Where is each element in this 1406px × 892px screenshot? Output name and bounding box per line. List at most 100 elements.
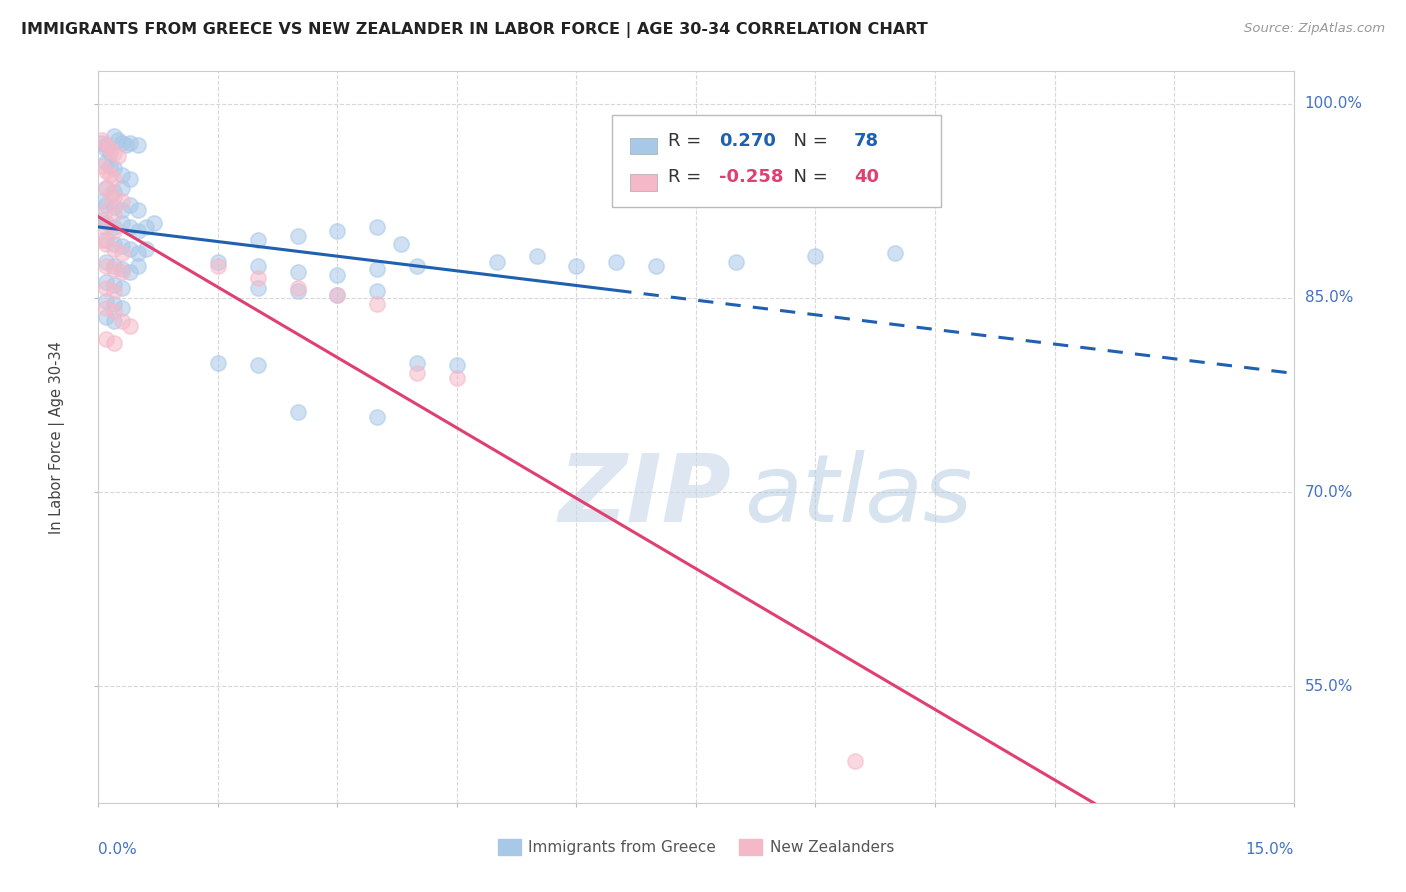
Point	[115, 138, 138, 153]
Point	[246, 259, 269, 273]
Point	[287, 265, 309, 279]
Point	[246, 271, 269, 285]
FancyBboxPatch shape	[630, 138, 657, 154]
Point	[111, 239, 134, 253]
Point	[103, 145, 125, 160]
Point	[91, 133, 114, 147]
Point	[103, 277, 125, 292]
Text: 70.0%: 70.0%	[1305, 484, 1353, 500]
Point	[96, 197, 118, 211]
Point	[96, 254, 118, 268]
Point	[120, 197, 142, 211]
Point	[207, 254, 229, 268]
Point	[103, 285, 125, 299]
Point	[91, 159, 114, 173]
Text: 55.0%: 55.0%	[1305, 679, 1353, 694]
Point	[120, 319, 142, 334]
Point	[98, 187, 122, 202]
Point	[103, 242, 125, 256]
Text: 0.0%: 0.0%	[98, 842, 138, 856]
Point	[103, 297, 125, 311]
Text: R =: R =	[668, 169, 707, 186]
Point	[111, 280, 134, 294]
Point	[96, 142, 118, 156]
Point	[326, 288, 349, 302]
Point	[103, 314, 125, 328]
Point	[103, 129, 125, 144]
Point	[135, 242, 157, 256]
Text: N =: N =	[782, 132, 834, 150]
Point	[207, 356, 229, 370]
Point	[91, 194, 114, 208]
Point	[96, 219, 118, 234]
Point	[565, 259, 588, 273]
Point	[103, 190, 125, 204]
Point	[406, 259, 429, 273]
Point	[111, 194, 134, 208]
Point	[804, 250, 827, 264]
FancyBboxPatch shape	[613, 115, 941, 207]
Point	[98, 142, 122, 156]
Point	[485, 254, 508, 268]
Text: 78: 78	[853, 132, 879, 150]
Text: Source: ZipAtlas.com: Source: ZipAtlas.com	[1244, 22, 1385, 36]
Point	[91, 136, 114, 150]
Point	[103, 185, 125, 199]
Point	[884, 245, 907, 260]
Point	[111, 301, 134, 316]
Point	[326, 288, 349, 302]
Point	[246, 358, 269, 372]
Text: N =: N =	[782, 169, 834, 186]
Point	[111, 216, 134, 230]
Point	[98, 168, 122, 182]
Point	[111, 136, 134, 150]
Point	[326, 268, 349, 282]
Point	[135, 219, 157, 234]
Point	[96, 259, 118, 273]
Point	[120, 136, 142, 150]
Point	[389, 236, 412, 251]
Point	[120, 219, 142, 234]
Point	[111, 168, 134, 182]
Text: 85.0%: 85.0%	[1305, 291, 1353, 305]
Point	[96, 332, 118, 346]
Point	[127, 245, 149, 260]
Point	[111, 202, 134, 217]
Point	[127, 138, 149, 153]
Point	[103, 303, 125, 318]
Point	[366, 297, 388, 311]
Text: 15.0%: 15.0%	[1246, 842, 1294, 856]
Point	[127, 224, 149, 238]
Point	[366, 262, 388, 277]
Point	[96, 181, 118, 195]
Point	[96, 164, 118, 178]
Point	[96, 138, 118, 153]
Point	[645, 259, 668, 273]
Point	[111, 245, 134, 260]
Point	[103, 171, 125, 186]
Point	[605, 254, 627, 268]
Text: In Labor Force | Age 30-34: In Labor Force | Age 30-34	[49, 341, 65, 533]
Point	[287, 405, 309, 419]
Point	[406, 366, 429, 380]
Point	[844, 755, 866, 769]
Point	[98, 159, 122, 173]
Point	[111, 181, 134, 195]
Point	[107, 133, 129, 147]
Point	[366, 219, 388, 234]
Point	[207, 259, 229, 273]
Point	[96, 181, 118, 195]
Text: IMMIGRANTS FROM GREECE VS NEW ZEALANDER IN LABOR FORCE | AGE 30-34 CORRELATION C: IMMIGRANTS FROM GREECE VS NEW ZEALANDER …	[21, 22, 928, 38]
Point	[143, 216, 166, 230]
Point	[366, 410, 388, 425]
FancyBboxPatch shape	[630, 175, 657, 191]
Point	[98, 145, 122, 160]
Point	[446, 371, 468, 385]
Point	[96, 280, 118, 294]
Point	[96, 233, 118, 247]
Point	[526, 250, 548, 264]
Point	[111, 314, 134, 328]
Text: atlas: atlas	[744, 450, 972, 541]
Point	[724, 254, 747, 268]
Point	[287, 285, 309, 299]
